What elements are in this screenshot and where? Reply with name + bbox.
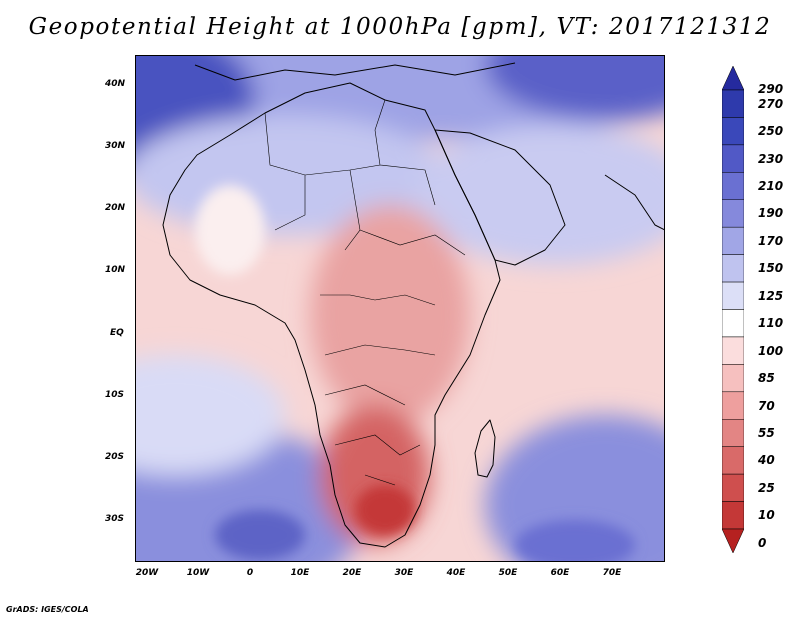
colorbar-swatch <box>722 501 744 530</box>
lon-label-40e: 40E <box>446 568 466 578</box>
lon-label-30e: 30E <box>394 568 414 578</box>
colorbar-label: 10 <box>758 508 775 523</box>
colorbar-swatch <box>722 281 744 310</box>
europe-coastline <box>194 62 516 81</box>
lon-label-20e: 20E <box>342 568 362 578</box>
country-borders <box>264 99 466 486</box>
colorbar-swatch <box>722 419 744 447</box>
colorbar-swatch <box>722 391 744 420</box>
lat-label-40n: 40N <box>105 79 126 89</box>
colorbar-label: 230 <box>758 151 784 166</box>
colorbar-swatch <box>722 446 744 475</box>
lat-label-30n: 30N <box>105 141 126 151</box>
lat-label-10s: 10S <box>105 390 125 400</box>
colorbar-swatch <box>722 144 744 173</box>
colorbar-swatch <box>722 473 744 502</box>
colorbar-label: 85 <box>758 371 775 386</box>
field-indian-ocean-high <box>485 415 665 562</box>
grads-credit: GrADS: IGES/COLA <box>6 605 89 614</box>
field-arabia-band <box>415 125 665 265</box>
lat-label-20n: 20N <box>105 203 126 213</box>
field-southwest-band <box>135 355 285 475</box>
lon-label-50e: 50E <box>498 568 518 578</box>
field-cape-low <box>355 485 415 535</box>
colorbar-label: 270 <box>758 96 784 111</box>
lon-label-0: 0 <box>246 568 254 578</box>
india-coastline <box>604 174 665 231</box>
map-title: Geopotential Height at 1000hPa [gpm], VT… <box>28 14 772 40</box>
colorbar-label: 25 <box>758 480 775 495</box>
colorbar-label: 125 <box>758 288 784 303</box>
africa-coastline <box>162 82 501 548</box>
colorbar-swatch <box>722 65 744 91</box>
lon-label-20w: 20W <box>135 568 159 578</box>
field-northeast-high <box>485 55 665 120</box>
colorbar-swatch <box>722 364 744 393</box>
colorbar-label: 70 <box>758 398 775 413</box>
colorbar-label: 150 <box>758 261 784 276</box>
colorbar-swatch <box>722 172 744 200</box>
map-panel <box>135 55 665 562</box>
colorbar-label: 55 <box>758 425 775 440</box>
lon-label-10e: 10E <box>290 568 310 578</box>
colorbar-label: 100 <box>758 343 784 358</box>
colorbar-label: 210 <box>758 179 784 194</box>
lon-label-60e: 60E <box>550 568 570 578</box>
arabia-coastline <box>434 129 566 266</box>
colorbar-swatch <box>722 199 744 228</box>
field-sahara-white <box>195 185 265 275</box>
colorbar-swatch <box>722 117 744 146</box>
colorbar-label: 0 <box>758 535 767 550</box>
colorbar-swatch <box>722 336 744 365</box>
colorbar-label: 250 <box>758 124 784 139</box>
lat-label-20s: 20S <box>105 452 125 462</box>
colorbar-label: 110 <box>758 316 784 331</box>
colorbar <box>722 65 744 554</box>
colorbar-swatch <box>722 254 744 283</box>
colorbar-swatch <box>722 226 744 255</box>
field-central-low <box>310 205 470 425</box>
lon-label-10w: 10W <box>186 568 210 578</box>
lon-label-70e: 70E <box>602 568 622 578</box>
colorbar-swatch <box>722 309 744 338</box>
colorbar-label: 170 <box>758 233 784 248</box>
lat-label-10n: 10N <box>105 265 126 275</box>
field-indian-core <box>515 520 635 562</box>
colorbar-label: 40 <box>758 453 775 468</box>
lat-label-30s: 30S <box>105 514 125 524</box>
colorbar-swatch <box>722 528 744 554</box>
colorbar-swatch <box>722 89 744 118</box>
field-south-atlantic-core <box>215 510 305 560</box>
colorbar-label: 290 <box>758 82 784 96</box>
colorbar-label: 190 <box>758 206 784 221</box>
lat-label-eq: EQ <box>110 328 124 338</box>
madagascar-coastline <box>474 419 496 478</box>
